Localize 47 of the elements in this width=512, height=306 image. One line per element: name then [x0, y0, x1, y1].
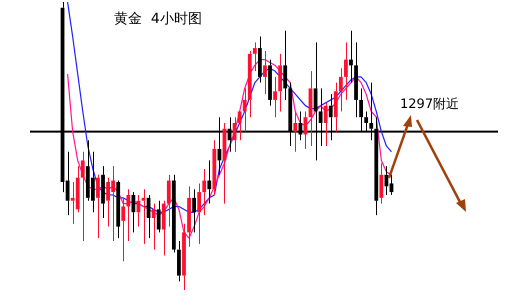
- candlestick: [334, 82, 338, 132]
- candlestick: [131, 192, 136, 233]
- candlestick: [156, 200, 161, 233]
- candlestick: [222, 122, 226, 204]
- candlestick: [142, 188, 146, 244]
- candlestick: [136, 194, 140, 228]
- candlestick: [304, 110, 308, 150]
- candlestick: [177, 240, 181, 282]
- candlestick: [166, 174, 171, 228]
- candlestick: [182, 223, 186, 290]
- candlestick: [96, 174, 100, 239]
- candlestick: [278, 53, 282, 112]
- candlestick: [238, 111, 242, 141]
- candlestick: [146, 194, 150, 239]
- candlestick: [273, 76, 277, 118]
- candlestick: [263, 50, 267, 95]
- candlestick: [232, 116, 236, 152]
- candlestick: [379, 162, 384, 204]
- candlestick: [187, 186, 191, 248]
- candlestick: [192, 188, 196, 233]
- candlestick: [212, 140, 216, 196]
- candlestick: [116, 180, 120, 239]
- candlestick: [152, 203, 156, 250]
- candlestick: [349, 30, 353, 84]
- candlestick: [197, 182, 202, 244]
- candlestick: [344, 42, 348, 100]
- candlestick: [172, 174, 176, 254]
- candlestick: [293, 110, 298, 152]
- candlestick: [354, 42, 358, 118]
- text: 黄金 4小时图: [114, 10, 202, 28]
- candlestick: [207, 160, 212, 204]
- candlestick: [248, 50, 252, 118]
- candlestick: [162, 200, 166, 256]
- candlestick: [324, 102, 328, 146]
- candlestick: [258, 36, 262, 84]
- candlestick: [252, 42, 257, 72]
- candlestick: [338, 68, 343, 112]
- candlestick: [121, 197, 126, 262]
- candlestick: [101, 166, 105, 218]
- candlestick: [80, 151, 85, 242]
- candlestick: [126, 188, 130, 242]
- candlestick: [202, 168, 206, 216]
- candlestick: [308, 70, 312, 146]
- candlestick: [242, 88, 247, 132]
- ref-line-label: 1297附近: [400, 96, 460, 113]
- candlestick: [268, 59, 272, 106]
- candlestick: [283, 30, 288, 100]
